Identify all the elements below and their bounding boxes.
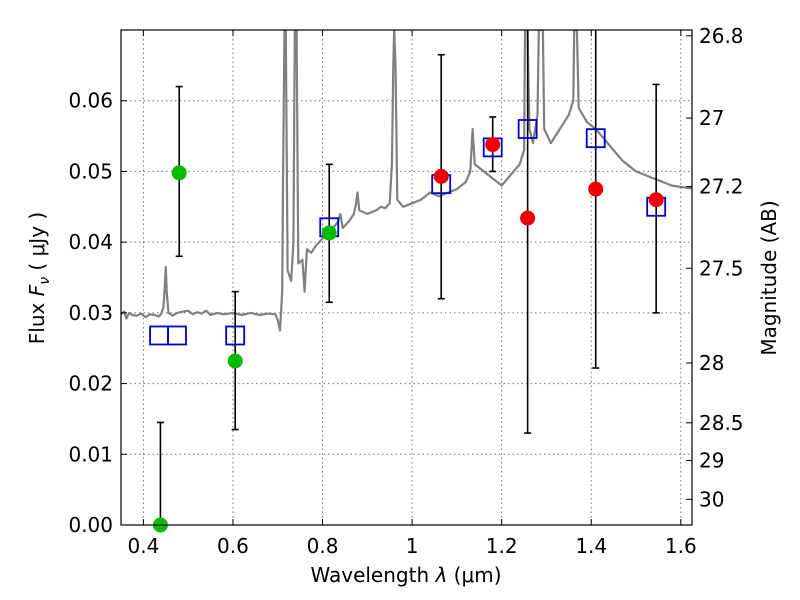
y2-tick-label: 27.2 bbox=[699, 175, 744, 199]
y2-tick-label: 30 bbox=[699, 487, 724, 511]
model-flux-square bbox=[585, 128, 606, 149]
y-axis-label: Flux Fν ( μJy ) bbox=[25, 212, 53, 344]
photometry-point bbox=[171, 165, 187, 181]
model-spectrum-layer bbox=[121, 30, 692, 332]
x-tick-label: 1.6 bbox=[665, 534, 697, 558]
y2-axis-label: Magnitude (AB) bbox=[757, 200, 781, 355]
y-tick-label: 0.01 bbox=[68, 442, 113, 466]
y-tick-label: 0.03 bbox=[68, 301, 113, 325]
x-tick-label: 1.2 bbox=[486, 534, 518, 558]
marker-layer bbox=[149, 119, 667, 533]
x-tick-label: 1 bbox=[406, 534, 419, 558]
x-tick-label: 0.6 bbox=[217, 534, 249, 558]
y2-tick-label: 27.5 bbox=[699, 256, 744, 280]
plot-frame bbox=[120, 29, 693, 526]
photometry-point bbox=[321, 225, 337, 241]
model-flux-square bbox=[225, 325, 246, 346]
plot-background bbox=[121, 30, 692, 525]
y2-tick-label: 28.5 bbox=[699, 411, 744, 435]
y-tick-label: 0.02 bbox=[68, 372, 113, 396]
y2-tick-label: 26.8 bbox=[699, 24, 744, 48]
photometry-point bbox=[227, 353, 243, 369]
x-tick-label: 0.4 bbox=[127, 534, 159, 558]
photometry-point bbox=[648, 192, 664, 208]
x-axis-label: Wavelength λ (μm) bbox=[310, 563, 501, 587]
y-tick-label: 0.06 bbox=[68, 89, 113, 113]
photometry-point bbox=[520, 210, 536, 226]
photometry-point bbox=[485, 137, 501, 153]
y-tick-label: 0.00 bbox=[68, 513, 113, 537]
model-flux-square bbox=[167, 325, 187, 346]
tick-marks bbox=[121, 30, 692, 526]
photometry-point bbox=[433, 168, 449, 184]
y2-tick-label: 28 bbox=[699, 351, 724, 375]
x-tick-label: 0.8 bbox=[307, 534, 339, 558]
y-tick-label: 0.04 bbox=[68, 230, 113, 254]
y-tick-label: 0.05 bbox=[68, 159, 113, 183]
x-tick-label: 1.4 bbox=[575, 534, 607, 558]
photometry-point bbox=[588, 181, 604, 197]
y2-tick-label: 29 bbox=[699, 449, 724, 473]
model-flux-square bbox=[517, 119, 538, 139]
model-spectrum-line bbox=[121, 30, 692, 332]
y2-tick-label: 27 bbox=[699, 106, 724, 130]
